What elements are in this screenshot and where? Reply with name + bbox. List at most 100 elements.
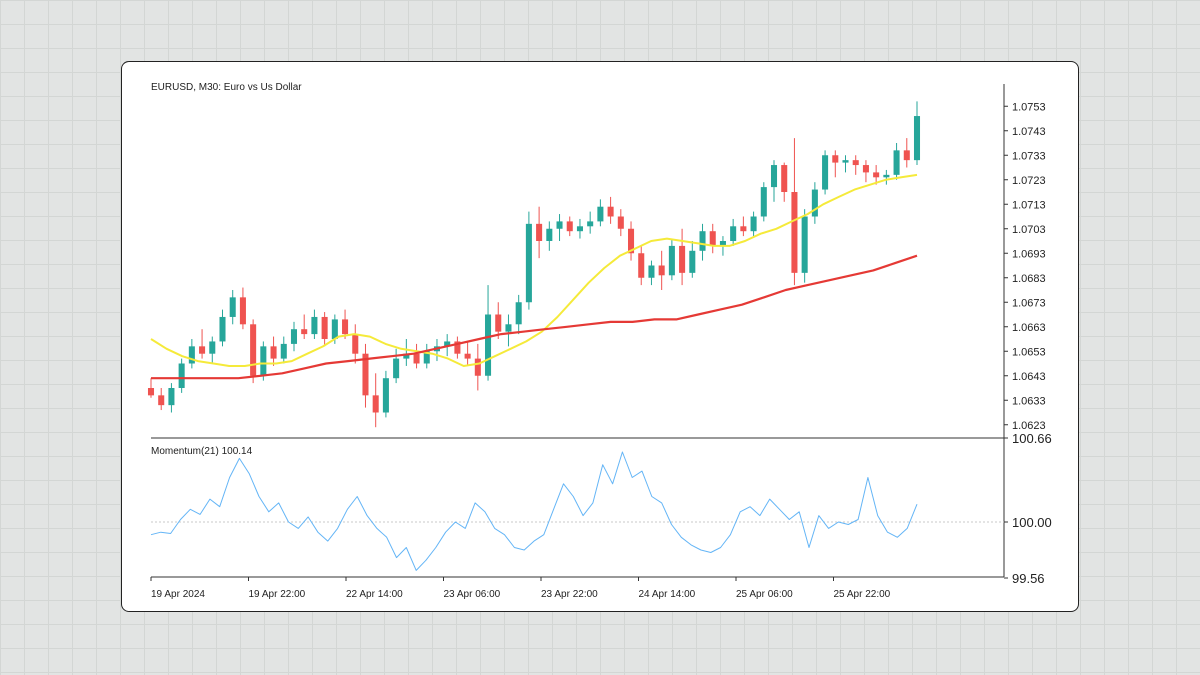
candle-body — [699, 231, 706, 251]
candle-body — [862, 165, 869, 173]
x-tick-label: 24 Apr 14:00 — [639, 589, 696, 600]
candle-body — [760, 187, 767, 217]
moving-average-lines — [150, 173, 918, 380]
momentum-y-axis: 100.66 100.00 99.56 — [151, 431, 1052, 586]
candle-body — [413, 353, 420, 364]
candle-body — [382, 378, 389, 413]
candle-body — [597, 206, 604, 222]
candle-body — [638, 253, 645, 278]
candle-body — [342, 319, 349, 335]
candle-body — [464, 353, 471, 359]
y-tick-label: 1.0633 — [1012, 395, 1046, 407]
candle-body — [301, 329, 308, 335]
candle-body — [147, 388, 155, 396]
candle-body — [290, 329, 298, 344]
candle-body — [832, 155, 839, 163]
candle-body — [423, 351, 430, 364]
candle-body — [679, 245, 686, 273]
momentum-series — [150, 451, 918, 571]
candle-body — [801, 216, 808, 273]
candlestick-series — [147, 101, 921, 428]
candle-body — [260, 346, 267, 376]
candle-body — [730, 226, 737, 241]
y-tick-label: 1.0703 — [1012, 224, 1046, 236]
x-tick-label: 22 Apr 14:00 — [346, 589, 403, 600]
candle-body — [321, 316, 328, 339]
candle-body — [168, 388, 175, 406]
chart-svg[interactable]: EURUSD, M30: Euro vs Us Dollar Momentum(… — [122, 62, 1080, 613]
candle-body — [331, 319, 338, 339]
candle-body — [239, 297, 246, 325]
candle-body — [158, 395, 165, 406]
momentum-tick-label: 100.66 — [1012, 431, 1052, 446]
momentum-tick-label: 100.00 — [1012, 515, 1052, 530]
y-tick-label: 1.0653 — [1012, 346, 1046, 358]
candle-body — [188, 346, 195, 364]
candle-body — [587, 221, 594, 227]
candle-body — [566, 221, 573, 232]
ma-fast-line — [150, 173, 918, 367]
candle-body — [873, 172, 880, 178]
candle-body — [454, 341, 461, 354]
candle-body — [362, 353, 369, 396]
candle-body — [770, 165, 778, 188]
y-tick-label: 1.0713 — [1012, 199, 1046, 211]
y-tick-label: 1.0673 — [1012, 297, 1046, 309]
candle-body — [822, 155, 829, 190]
candle-body — [219, 316, 226, 342]
ma-slow-line — [151, 254, 918, 380]
candle-body — [372, 395, 379, 413]
momentum-tick-label: 99.56 — [1012, 571, 1045, 586]
candle-body — [709, 231, 716, 246]
candle-body — [199, 346, 206, 354]
y-tick-label: 1.0683 — [1012, 273, 1046, 285]
candle-body — [556, 221, 563, 229]
y-tick-label: 1.0643 — [1012, 371, 1046, 383]
candle-body — [546, 228, 553, 241]
candle-body — [393, 358, 400, 379]
candle-body — [740, 226, 747, 232]
candle-body — [280, 343, 287, 359]
candle-body — [270, 346, 277, 359]
candle-body — [474, 358, 481, 376]
candle-body — [628, 228, 635, 254]
candle-body — [658, 265, 665, 276]
candle-body — [913, 116, 921, 161]
candle-body — [781, 165, 788, 192]
candle-body — [444, 341, 451, 347]
candle-body — [576, 226, 583, 232]
candle-body — [689, 250, 696, 273]
x-tick-label: 25 Apr 06:00 — [736, 589, 793, 600]
chart-card: EURUSD, M30: Euro vs Us Dollar Momentum(… — [121, 61, 1079, 612]
x-tick-label: 23 Apr 22:00 — [541, 589, 598, 600]
candle-body — [505, 324, 512, 332]
candle-body — [403, 353, 410, 359]
x-axis: 19 Apr 2024 19 Apr 22:00 22 Apr 14:00 23 Ap… — [150, 576, 1004, 600]
candle-body — [903, 150, 910, 161]
candle-body — [852, 160, 859, 166]
candle-body — [883, 174, 890, 178]
candle-body — [842, 160, 849, 163]
candle-body — [536, 223, 543, 241]
y-tick-label: 1.0693 — [1012, 248, 1046, 260]
main-y-axis: 1.0753 1.0743 1.0733 1.0723 1.0713 1.0703 1.06… — [151, 84, 1046, 577]
y-tick-label: 1.0663 — [1012, 322, 1046, 334]
x-tick-label: 19 Apr 22:00 — [249, 589, 306, 600]
x-tick-label: 19 Apr 2024 — [151, 589, 205, 600]
y-tick-label: 1.0623 — [1012, 420, 1046, 432]
momentum-line — [150, 451, 918, 571]
candle-body — [607, 206, 614, 217]
candle-body — [811, 189, 818, 217]
candle-body — [525, 223, 532, 303]
x-tick-label: 25 Apr 22:00 — [834, 589, 891, 600]
candle-body — [719, 241, 726, 246]
candle-body — [668, 245, 675, 276]
candle-body — [495, 314, 502, 332]
candle-body — [750, 216, 757, 232]
candle-body — [209, 341, 216, 354]
candle-body — [352, 334, 359, 354]
candle-body — [178, 363, 185, 388]
candle-body — [229, 297, 236, 317]
candle-body — [893, 150, 900, 175]
candle-body — [515, 302, 522, 325]
